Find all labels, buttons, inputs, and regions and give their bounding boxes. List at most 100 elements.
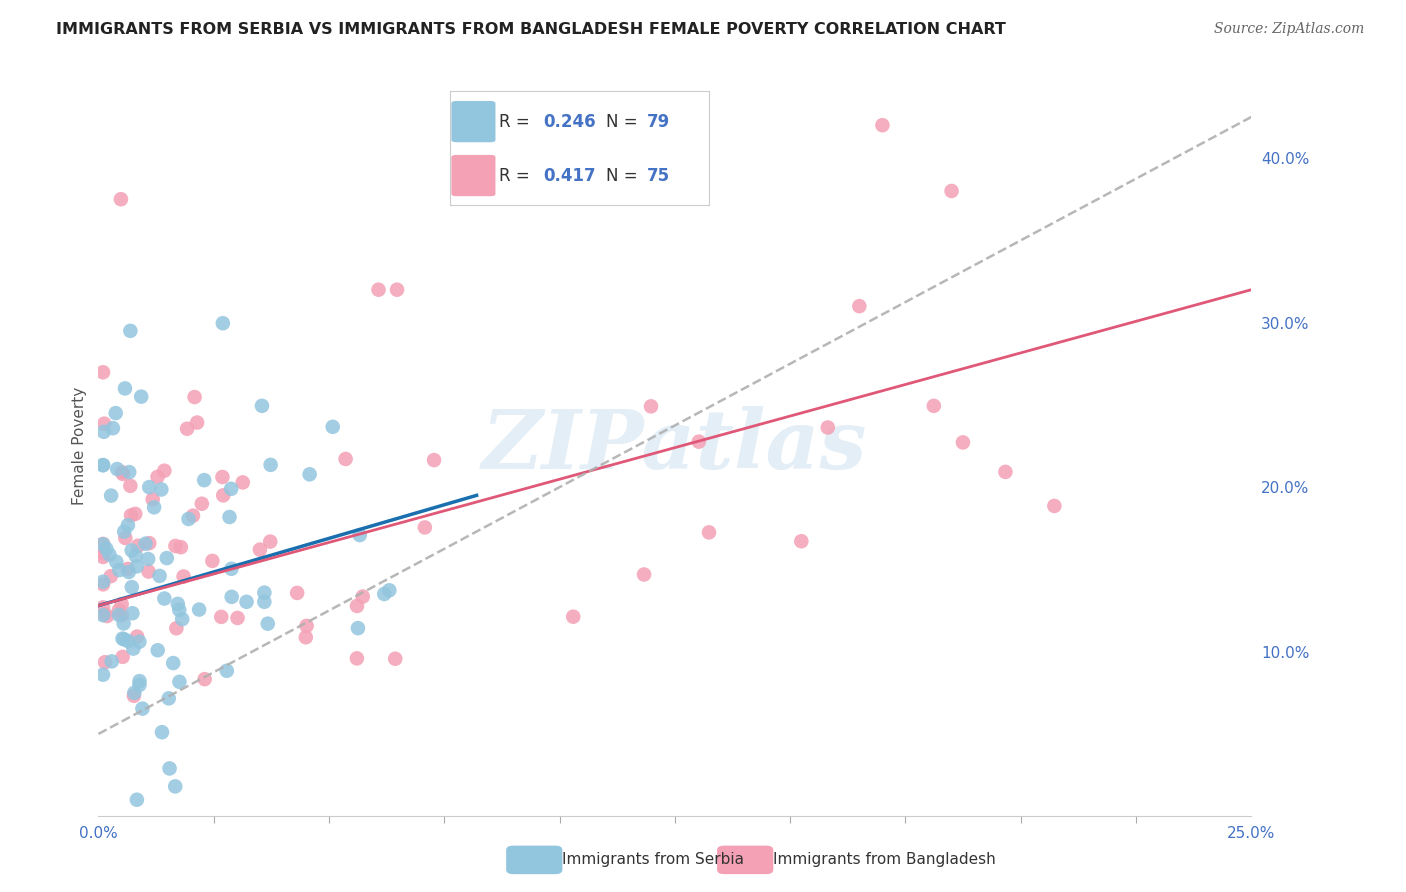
Point [120,324,142,338]
Text: Immigrants from Bangladesh: Immigrants from Bangladesh [773,853,995,867]
Point [91,608,114,623]
Point [994,465,1017,479]
Point [232,475,254,490]
Point [633,567,655,582]
Point [142,492,165,507]
Point [134,537,156,551]
Point [136,552,159,566]
Point [172,612,194,626]
Point [128,674,150,689]
Point [688,434,710,449]
Point [259,534,281,549]
Point [120,508,142,523]
Point [128,634,150,648]
Text: IMMIGRANTS FROM SERBIA VS IMMIGRANTS FROM BANGLADESH FEMALE POVERTY CORRELATION : IMMIGRANTS FROM SERBIA VS IMMIGRANTS FRO… [56,22,1007,37]
Point [131,701,153,715]
Point [98,548,121,562]
Point [93,417,115,431]
Point [367,283,389,297]
Point [91,549,114,564]
Point [100,489,122,503]
Point [295,619,318,633]
Point [91,458,114,472]
Point [112,616,135,631]
Point [118,465,141,479]
Point [211,316,233,330]
Point [124,507,146,521]
Point [183,390,205,404]
Point [413,520,436,534]
Point [125,549,148,563]
Point [146,643,169,657]
Point [121,580,143,594]
Point [112,524,135,539]
Point [91,574,114,589]
Point [157,691,180,706]
Point [226,611,249,625]
Point [373,587,395,601]
Point [235,595,257,609]
Point [125,559,148,574]
Point [952,435,974,450]
Point [120,479,142,493]
Point [165,780,187,794]
Point [165,539,187,553]
Point [111,597,134,611]
Point [118,565,141,579]
Point [111,608,134,623]
Point [562,609,585,624]
Point [91,667,114,681]
Point [169,674,191,689]
Point [162,656,184,670]
Point [111,465,134,479]
Point [177,512,200,526]
Point [167,603,190,617]
Point [112,632,135,647]
Point [124,686,146,700]
Point [121,543,143,558]
Point [96,609,118,624]
Point [100,569,122,583]
Point [188,602,211,616]
Point [211,470,233,484]
Point [346,651,368,665]
Point [1043,499,1066,513]
Point [423,453,446,467]
Point [122,689,145,703]
Point [91,600,114,615]
Point [91,365,114,379]
Point [91,537,114,551]
Point [159,761,181,775]
Point [108,603,131,617]
Point [128,678,150,692]
Point [298,467,321,482]
Point [143,500,166,515]
Point [104,406,127,420]
Point [221,562,243,576]
Point [209,610,232,624]
Point [335,452,357,467]
Point [378,583,401,598]
Point [127,630,149,644]
Point [215,664,238,678]
Point [91,537,114,551]
Point [91,458,114,473]
Point [346,599,368,613]
Point [194,672,217,686]
Point [256,616,278,631]
Point [253,585,276,599]
Point [640,400,662,414]
Point [218,510,240,524]
Point [212,488,235,502]
Point [191,497,214,511]
Point [848,299,870,313]
Point [219,482,242,496]
Point [384,651,406,665]
Point [170,540,193,554]
Point [790,534,813,549]
Point [100,654,122,668]
Point [129,390,152,404]
Point [105,555,128,569]
Point [111,467,134,481]
Point [201,554,224,568]
